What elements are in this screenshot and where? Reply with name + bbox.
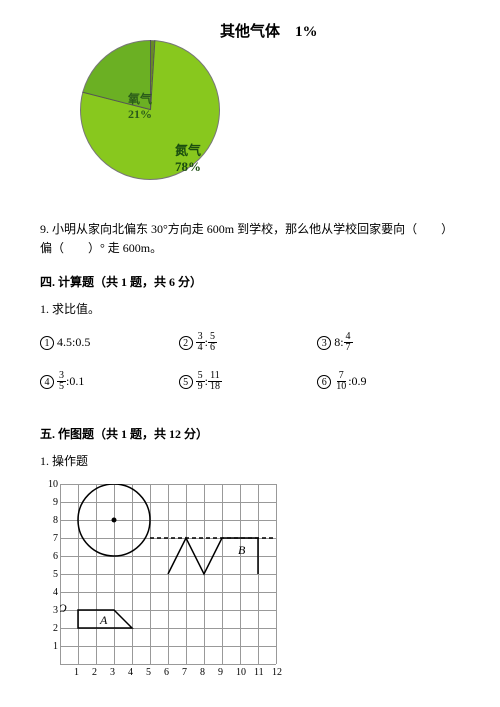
ratio-item: 6710:0.9	[317, 371, 456, 392]
y-axis-label: 2	[53, 623, 58, 634]
ratio-item: 14.5:0.5	[40, 332, 179, 353]
grid-diagram: ABO 10987654321123456789101112	[40, 484, 280, 684]
x-axis-label: 2	[92, 667, 97, 678]
x-axis-label: 7	[182, 667, 187, 678]
svg-text:O: O	[60, 601, 67, 615]
y-axis-label: 4	[53, 587, 58, 598]
x-axis-label: 4	[128, 667, 133, 678]
ratio-problems: 14.5:0.5234:5638:47 435:0.1559:11186710:0…	[40, 332, 460, 410]
ratio-item: 234:56	[179, 332, 318, 353]
x-axis-label: 9	[218, 667, 223, 678]
x-axis-label: 6	[164, 667, 169, 678]
ratio-item: 38:47	[317, 332, 456, 353]
y-axis-label: 1	[53, 641, 58, 652]
x-axis-label: 12	[272, 667, 282, 678]
y-axis-label: 10	[48, 479, 58, 490]
svg-text:B: B	[238, 543, 246, 557]
y-axis-label: 7	[53, 533, 58, 544]
sec4-q1: 1. 求比值。	[40, 300, 460, 317]
pie-slice-label: 氮气78%	[175, 140, 201, 175]
section-4-title: 四. 计算题（共 1 题，共 6 分）	[40, 273, 460, 290]
y-axis-label: 9	[53, 497, 58, 508]
x-axis-label: 3	[110, 667, 115, 678]
pie-title: 其他气体	[220, 24, 280, 40]
pie-title-pct: 1%	[295, 24, 318, 40]
x-axis-label: 5	[146, 667, 151, 678]
question-9: 9. 小明从家向北偏东 30°方向走 600m 到学校，那么他从学校回家要向（ …	[40, 220, 460, 258]
section-5-title: 五. 作图题（共 1 题，共 12 分）	[40, 425, 460, 442]
ratio-item: 435:0.1	[40, 371, 179, 392]
x-axis-label: 11	[254, 667, 264, 678]
ratio-item: 559:1118	[179, 371, 318, 392]
x-axis-label: 8	[200, 667, 205, 678]
x-axis-label: 10	[236, 667, 246, 678]
pie-slice-label: 氧气21%	[128, 90, 152, 122]
y-axis-label: 8	[53, 515, 58, 526]
y-axis-label: 5	[53, 569, 58, 580]
sec5-q1: 1. 操作题	[40, 452, 460, 469]
y-axis-label: 6	[53, 551, 58, 562]
svg-text:A: A	[99, 613, 108, 627]
x-axis-label: 1	[74, 667, 79, 678]
y-axis-label: 3	[53, 605, 58, 616]
